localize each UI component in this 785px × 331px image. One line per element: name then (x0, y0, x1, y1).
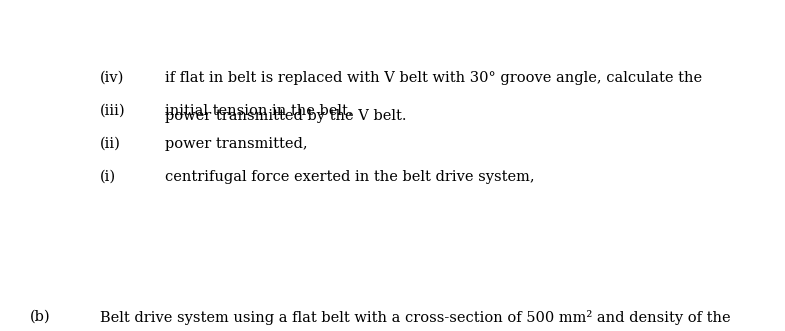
Text: centrifugal force exerted in the belt drive system,: centrifugal force exerted in the belt dr… (165, 170, 535, 184)
Text: (b): (b) (30, 310, 50, 324)
Text: if flat in belt is replaced with V belt with 30° groove angle, calculate the: if flat in belt is replaced with V belt … (165, 71, 702, 85)
Text: Belt drive system using a flat belt with a cross-section of 500 mm² and density : Belt drive system using a flat belt with… (100, 310, 731, 325)
Text: power transmitted,: power transmitted, (165, 137, 308, 151)
Text: (ii): (ii) (100, 137, 121, 151)
Text: (i): (i) (100, 170, 116, 184)
Text: initial tension in the belt.: initial tension in the belt. (165, 104, 352, 118)
Text: (iv): (iv) (100, 71, 124, 85)
Text: (iii): (iii) (100, 104, 126, 118)
Text: power transmitted by the V belt.: power transmitted by the V belt. (165, 109, 407, 123)
